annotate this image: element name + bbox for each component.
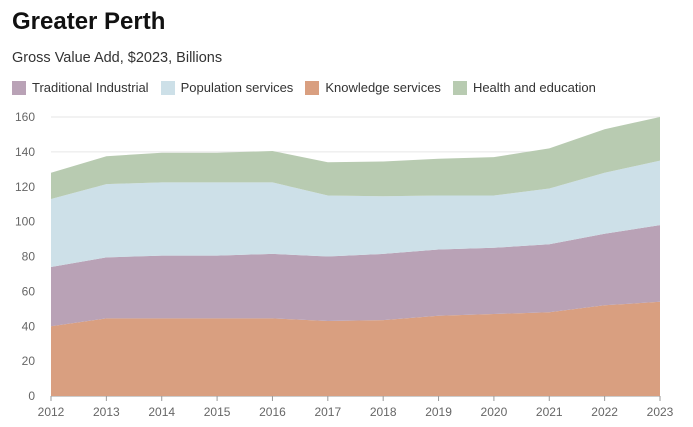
legend-item-population-services[interactable]: Population services (160, 80, 294, 95)
chart-subtitle: Gross Value Add, $2023, Billions (12, 50, 223, 66)
area-series (51, 117, 660, 396)
axes: 0 20 40 60 80 100 120 140 160 2012 2013 2014 2015 201… (15, 110, 674, 419)
x-tick-label: 2022 (591, 405, 618, 419)
x-tick-label: 2019 (425, 405, 452, 419)
area-knowledge-services (51, 301, 660, 396)
chart-title: Greater Perth (12, 8, 166, 35)
y-tick-label: 80 (22, 250, 36, 264)
chart-legend: Traditional Industrial Population servic… (12, 80, 608, 95)
x-tick-label: 2013 (93, 405, 120, 419)
x-tick-label: 2017 (314, 405, 341, 419)
x-tick-label: 2021 (536, 405, 563, 419)
y-tick-label: 100 (15, 215, 35, 229)
x-tick-label: 2012 (38, 405, 65, 419)
x-tick-label: 2018 (370, 405, 397, 419)
area-population-services (51, 160, 660, 267)
x-tick-label: 2014 (148, 405, 175, 419)
legend-swatch (452, 80, 467, 95)
y-tick-label: 160 (15, 110, 35, 124)
y-tick-label: 0 (28, 389, 35, 403)
x-tick-label: 2020 (481, 405, 508, 419)
legend-item-health-and-education[interactable]: Health and education (452, 80, 596, 95)
y-tick-label: 60 (22, 284, 36, 298)
legend-label: Traditional Industrial (32, 80, 149, 95)
legend-swatch (12, 80, 26, 95)
y-tick-label: 120 (15, 180, 35, 194)
y-tick-label: 20 (22, 354, 36, 368)
legend-label: Health and education (472, 80, 596, 95)
area-traditional-industrial (51, 225, 660, 327)
area-health-and-education (51, 117, 660, 199)
legend-item-knowledge-services[interactable]: Knowledge services (305, 80, 441, 95)
legend-item-traditional-industrial[interactable]: Traditional Industrial (12, 80, 149, 95)
legend-label: Population services (180, 80, 294, 95)
x-tick-label: 2015 (204, 405, 231, 419)
legend-swatch (160, 80, 175, 95)
y-tick-label: 40 (22, 319, 36, 333)
x-tick-label: 2023 (647, 405, 674, 419)
y-tick-label: 140 (15, 145, 35, 159)
legend-label: Knowledge services (325, 80, 441, 95)
legend-swatch (305, 80, 320, 95)
x-tick-label: 2016 (259, 405, 286, 419)
